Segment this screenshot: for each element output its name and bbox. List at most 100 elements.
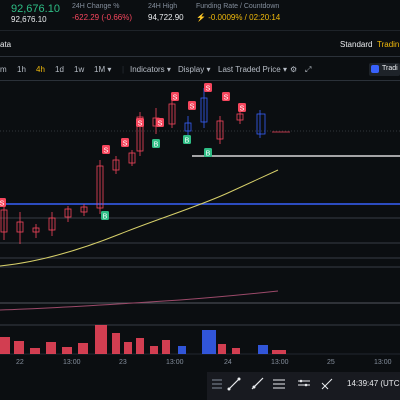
sell-marker: S [121, 138, 129, 148]
measure-icon[interactable] [320, 377, 334, 391]
x-axis-label: 25 [327, 359, 335, 366]
x-axis-label: 13:00 [271, 359, 289, 366]
candle [48, 217, 56, 231]
candle [256, 113, 266, 135]
interval-1w[interactable]: 1w [74, 65, 85, 74]
sell-marker: S [238, 103, 246, 113]
ticker-header: 92,676.10 92,676.10 24H Change % -622.29… [0, 0, 400, 31]
sell-marker: S [188, 101, 196, 111]
interval-1M[interactable]: 1M ▾ [94, 65, 112, 74]
standard-tab[interactable]: Standard [340, 40, 373, 49]
chart-toolbar: m 1h 4h 1d 1w 1M ▾ | Indicators ▾ Displa… [0, 63, 400, 79]
sell-marker: S [102, 145, 110, 155]
funding-value: ⚡ -0.0009% / 02:20:14 [196, 13, 281, 22]
candle [128, 152, 136, 164]
ray-icon[interactable] [250, 377, 264, 391]
sell-marker-label: S [138, 121, 143, 128]
volume-bars [0, 325, 286, 354]
tradingview-toggle[interactable]: Tradi [369, 63, 400, 76]
indicators-button[interactable]: Indicators ▾ [130, 65, 171, 74]
buy-marker: B [183, 135, 191, 145]
candle [216, 120, 224, 140]
candles [0, 88, 290, 244]
candle [16, 221, 24, 233]
horizontal-lines-icon[interactable] [297, 377, 311, 391]
volume-bar [46, 342, 56, 354]
candle [112, 159, 120, 171]
x-axis-label: 23 [119, 359, 127, 366]
display-button[interactable]: Display ▾ [178, 65, 211, 74]
sell-marker-label: S [224, 95, 229, 102]
volume-bar [62, 347, 72, 354]
x-axis-label: 13:00 [374, 359, 392, 366]
volume-bar [258, 345, 268, 354]
candle [0, 209, 8, 233]
buy-marker-label: B [103, 214, 108, 221]
volume-bar [95, 325, 107, 354]
sell-markers: S S S S S S S S S S [0, 83, 246, 208]
sell-marker-label: S [0, 201, 5, 208]
mark-price: 92,676.10 [11, 15, 47, 24]
trading-view-tab[interactable]: Tradin [377, 40, 400, 49]
price-chart[interactable]: S S S S S S S S S S B B B B [0, 80, 400, 358]
high-stat: 24H High 94,722.90 [148, 3, 184, 22]
volume-bar [232, 348, 240, 354]
fullscreen-icon[interactable]: ⤢ [305, 65, 312, 74]
buy-marker-label: B [185, 138, 190, 145]
volume-bar [124, 342, 132, 354]
interval-1h[interactable]: 1h [17, 65, 26, 74]
high-label: 24H High [148, 3, 178, 10]
sell-marker: S [136, 118, 144, 128]
volume-bar [218, 344, 226, 354]
funding-label: Funding Rate / Countdown [196, 3, 280, 10]
volume-bar [0, 337, 10, 354]
interval-1d[interactable]: 1d [55, 65, 64, 74]
collapse-icon[interactable] [210, 377, 224, 391]
funding-stat[interactable]: Funding Rate / Countdown ⚡ -0.0009% / 02… [196, 3, 280, 22]
x-axis-label: 13:00 [166, 359, 184, 366]
volume-bar [150, 346, 158, 354]
sell-marker: S [204, 83, 212, 93]
settings-icon[interactable]: ⚙ [290, 65, 298, 74]
sell-marker-label: S [190, 104, 195, 111]
sell-marker: S [222, 92, 230, 102]
x-axis-label: 22 [16, 359, 24, 366]
sell-marker-label: S [206, 86, 211, 93]
sell-marker-label: S [240, 106, 245, 113]
ma-pink-line [0, 290, 279, 311]
candle [200, 97, 208, 123]
interval-minute[interactable]: m [0, 65, 7, 74]
sell-marker-label: S [173, 95, 178, 102]
trend-line-icon[interactable] [227, 377, 241, 391]
sell-marker: S [171, 92, 179, 102]
change-label: 24H Change % [72, 3, 120, 10]
x-axis-label: 24 [224, 359, 232, 366]
chevron-down-icon: ▾ [107, 65, 112, 74]
divider [0, 80, 400, 81]
candle [168, 103, 176, 125]
change-stat: 24H Change % -622.29 (-0.66%) [72, 3, 132, 22]
volume-bar [30, 348, 40, 354]
candle [184, 122, 192, 132]
sell-marker-label: S [123, 141, 128, 148]
fib-icon[interactable] [272, 377, 286, 391]
tradingview-icon [371, 65, 379, 73]
price-source-select[interactable]: Last Traded Price ▾ [218, 65, 287, 74]
volume-bar [162, 340, 170, 354]
buy-marker-label: B [154, 142, 159, 149]
candle [80, 206, 88, 213]
interval-4h[interactable]: 4h [36, 65, 45, 74]
buy-marker-label: B [206, 151, 211, 158]
candle [236, 113, 244, 121]
sell-marker-label: S [158, 121, 163, 128]
last-price: 92,676.10 [11, 3, 60, 15]
buy-markers: B B B B [101, 135, 212, 221]
sell-marker-label: S [104, 148, 109, 155]
buy-marker: B [101, 211, 109, 221]
volume-bar [178, 346, 186, 354]
chevron-down-icon: ▾ [282, 65, 287, 74]
change-value: -622.29 (-0.66%) [72, 13, 133, 22]
volume-bar [14, 341, 24, 354]
candle [136, 116, 144, 152]
candle [32, 227, 40, 233]
